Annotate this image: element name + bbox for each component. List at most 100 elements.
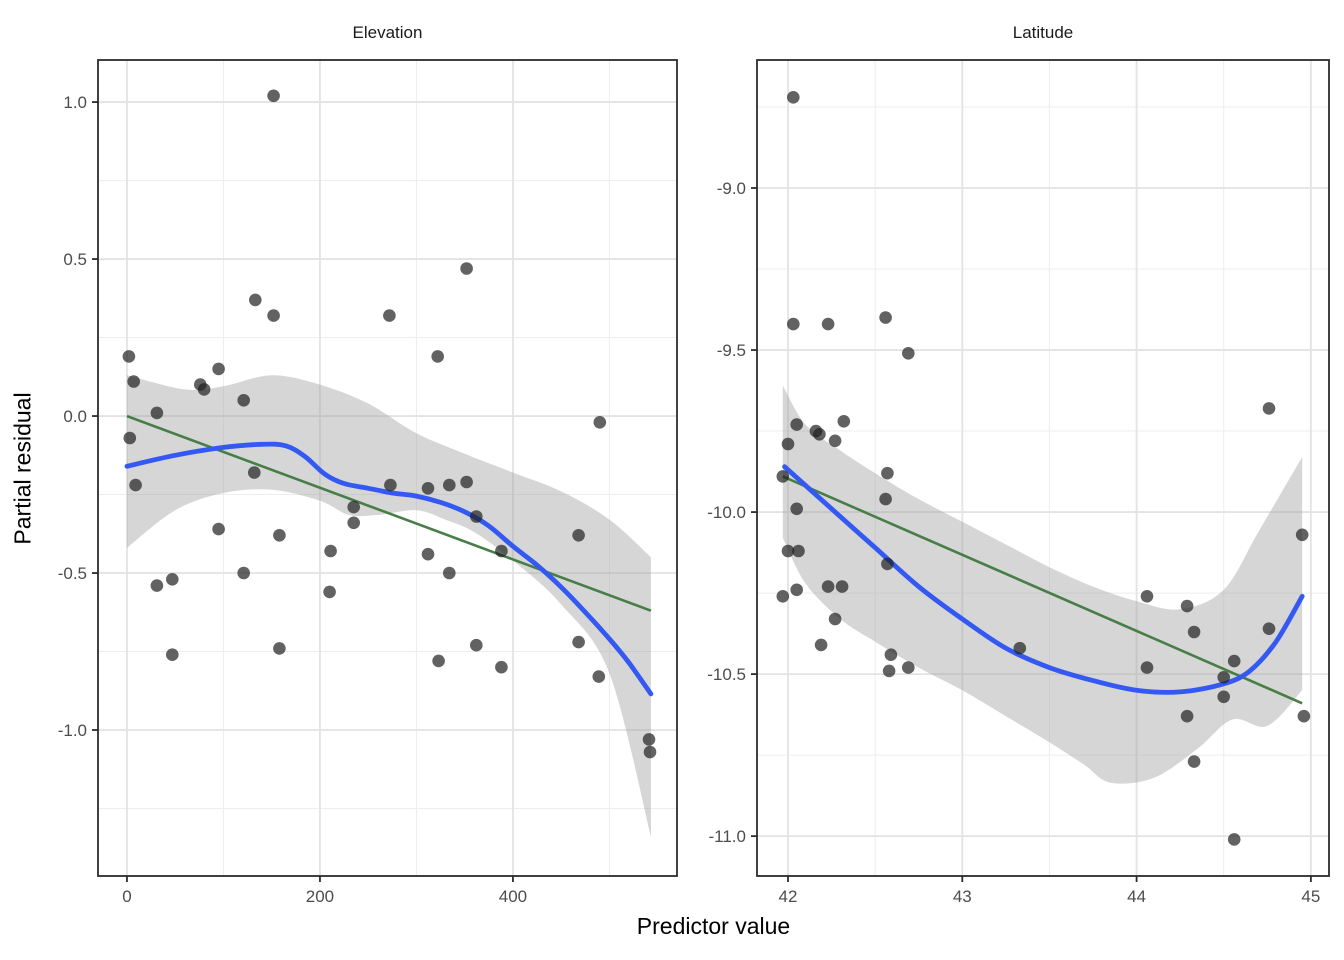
data-point [828,434,842,448]
data-point [902,347,915,360]
x-tick-label: 0 [122,887,131,906]
data-point [347,500,361,514]
y-tick-label: -9.0 [717,179,746,198]
confidence-band [782,385,1303,784]
data-point [1140,590,1154,603]
data-point [460,262,473,275]
data-point [884,648,898,661]
x-tick-label: 42 [779,887,798,906]
data-point [383,309,396,322]
y-tick-label: -10.5 [707,665,746,684]
data-point [443,478,456,492]
y-tick-label: 1.0 [63,93,87,112]
data-point [166,573,179,586]
confidence-band [126,375,651,837]
data-point [881,466,894,480]
data-point [776,590,790,603]
data-point [273,529,286,542]
y-tick-label: -0.5 [58,564,87,583]
data-points [122,89,657,759]
facet-title-elevation: Elevation [352,23,423,42]
data-point [431,350,445,363]
data-point [249,293,262,307]
data-point [1227,654,1241,668]
data-point [1262,622,1276,635]
data-point [150,579,164,592]
data-point [495,660,508,674]
data-points [776,91,1311,846]
loess-curve [782,464,1305,695]
data-point [267,309,280,322]
data-point [495,544,508,558]
y-tick-label: -10.0 [707,503,746,522]
data-point [273,642,286,655]
data-point [122,350,136,363]
panel-border [756,59,1330,877]
data-point [781,437,795,451]
y-tick-label: 0.5 [63,250,87,269]
data-point [1187,625,1201,639]
data-point [347,516,361,530]
data-point [323,585,336,599]
data-point [421,547,435,561]
data-point [1262,402,1276,415]
facet-panel-elevation: 0 200 400 1.0 0.5 0.0 -0.5 -1.0 [58,59,678,906]
data-point [790,583,803,597]
y-tick-label: -9.5 [717,341,746,360]
data-point [470,638,483,652]
data-point [460,475,473,489]
data-point [792,544,805,558]
data-point [470,510,483,523]
axis-ticks: 0 200 400 1.0 0.5 0.0 -0.5 -1.0 [58,93,527,906]
data-point [1180,709,1194,723]
gridlines [757,60,1329,876]
data-point [166,648,179,661]
x-tick-label: 45 [1301,887,1320,906]
y-tick-label: 0.0 [63,407,87,426]
data-point [1217,671,1230,684]
data-point [212,522,225,536]
data-point [267,89,280,103]
data-point [643,745,657,759]
data-point [881,557,894,571]
data-point [324,544,337,558]
data-point [129,478,142,492]
x-tick-label: 200 [306,887,334,906]
data-point [212,362,225,376]
data-point [443,566,456,580]
data-point [1227,833,1241,846]
data-point [882,664,896,678]
x-axis-title: Predictor value [636,913,791,939]
data-point [814,638,828,652]
data-point [572,529,585,542]
x-tick-label: 43 [953,887,972,906]
data-point [813,428,826,441]
x-tick-label: 44 [1127,887,1146,906]
data-point [197,383,211,396]
data-point [592,670,606,683]
data-point [593,416,607,429]
data-point [781,544,795,558]
y-axis-title: Partial residual [9,391,36,545]
data-point [1217,690,1230,704]
data-point [421,482,435,495]
data-point [1187,755,1201,768]
facet-title-latitude: Latitude [1012,23,1074,42]
data-point [879,492,892,506]
data-point [787,91,800,104]
data-point [642,733,656,746]
axis-ticks: 42 43 44 45 -9.0 -9.5 -10.0 -10.5 -11.0 [707,179,1320,906]
data-point [150,406,164,420]
data-point [1013,641,1027,655]
data-point [790,418,803,431]
data-point [1297,709,1311,723]
x-tick-label: 400 [499,887,527,906]
data-point [1180,599,1194,613]
loess-curve [124,441,654,697]
data-point [572,635,585,649]
data-point [835,580,849,593]
data-point [828,612,842,626]
y-tick-label: -1.0 [58,721,87,740]
